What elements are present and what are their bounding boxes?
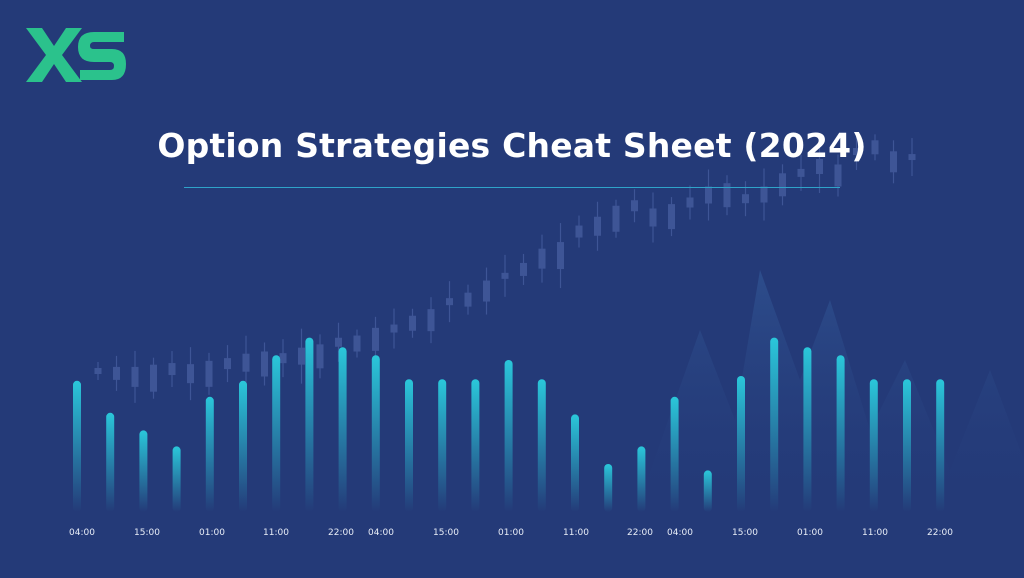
- candle-body: [483, 280, 490, 302]
- x-tick-label: 04:00: [667, 528, 693, 538]
- candle-body: [242, 353, 250, 372]
- x-tick-label: 01:00: [199, 528, 225, 538]
- x-tick-label: 11:00: [862, 528, 888, 538]
- candle-body: [298, 347, 305, 365]
- x-tick-label: 04:00: [69, 528, 95, 538]
- candle-body: [834, 164, 842, 187]
- candle-body: [908, 154, 916, 161]
- candle-body: [797, 168, 805, 177]
- bar: [405, 379, 413, 512]
- background-candlesticks: [94, 133, 916, 403]
- bar: [338, 347, 347, 512]
- candle-body: [113, 366, 120, 380]
- candle-body: [427, 309, 435, 332]
- xs-logo: [26, 28, 126, 82]
- candle-body: [871, 140, 879, 155]
- bar: [703, 470, 712, 512]
- candle-body: [94, 368, 102, 374]
- candle-body: [205, 360, 213, 387]
- candle-body: [631, 200, 638, 212]
- x-tick-label: 11:00: [263, 528, 289, 538]
- bar: [371, 355, 380, 512]
- candle-body: [131, 366, 139, 387]
- candle-body: [575, 225, 583, 238]
- candle-body: [316, 344, 324, 369]
- bar: [869, 379, 878, 512]
- bar: [139, 430, 148, 512]
- x-tick-label: 15:00: [732, 528, 758, 538]
- candle-body: [390, 324, 398, 333]
- candle-body: [890, 151, 897, 173]
- candle-body: [705, 186, 712, 204]
- bar: [637, 446, 646, 512]
- candle-body: [187, 364, 194, 384]
- bar: [936, 379, 945, 512]
- x-tick-label: 22:00: [927, 528, 953, 538]
- bar: [504, 360, 513, 512]
- x-tick-label: 01:00: [797, 528, 823, 538]
- xs-logo-mark: [26, 28, 126, 82]
- x-tick-label: 01:00: [498, 528, 524, 538]
- candle-body: [501, 272, 509, 279]
- x-tick-label: 11:00: [563, 528, 589, 538]
- candle-body: [279, 353, 287, 364]
- bar: [737, 376, 745, 512]
- candle-body: [594, 216, 601, 236]
- bar: [803, 347, 812, 512]
- bar: [305, 337, 314, 512]
- candle-body: [353, 335, 361, 352]
- candle-body: [464, 292, 472, 307]
- x-tick-label: 22:00: [627, 528, 653, 538]
- bar: [537, 379, 546, 512]
- x-tick-label: 15:00: [134, 528, 160, 538]
- candle-body: [261, 351, 268, 377]
- candle-body: [853, 148, 860, 155]
- candle-body: [760, 186, 768, 203]
- candle-body: [335, 337, 342, 347]
- title-underline: [184, 187, 840, 188]
- candle-body: [723, 183, 731, 208]
- candle-body: [816, 159, 823, 174]
- bar: [471, 379, 480, 512]
- candle-body: [742, 194, 749, 204]
- candle-body: [520, 262, 527, 276]
- background-mountains: [640, 270, 1024, 520]
- bar: [571, 414, 579, 512]
- candle-body: [168, 363, 176, 376]
- bar: [670, 396, 679, 512]
- bar: [272, 355, 281, 512]
- bar: [205, 396, 214, 512]
- bar: [438, 379, 447, 512]
- candle-body: [649, 208, 657, 227]
- candle-body: [150, 364, 157, 392]
- candle-body: [612, 205, 620, 232]
- x-tick-label: 15:00: [433, 528, 459, 538]
- bar: [106, 412, 115, 512]
- candle-body: [372, 327, 379, 351]
- candle-body: [446, 298, 453, 306]
- candle-body: [409, 315, 416, 331]
- x-tick-label: 22:00: [328, 528, 354, 538]
- bar: [836, 355, 845, 512]
- bar-group: [73, 337, 945, 512]
- candle-body: [668, 204, 675, 230]
- candle-body: [686, 197, 694, 208]
- bar: [73, 380, 81, 512]
- page-title: Option Strategies Cheat Sheet (2024): [157, 126, 867, 165]
- candle-body: [557, 242, 564, 270]
- bar: [903, 379, 911, 512]
- bar: [604, 464, 613, 512]
- candle-body: [538, 248, 546, 269]
- bar: [172, 446, 181, 512]
- candle-body: [224, 358, 231, 370]
- x-tick-label: 04:00: [368, 528, 394, 538]
- candle-body: [779, 173, 786, 197]
- bar: [239, 380, 247, 512]
- bar: [770, 337, 779, 512]
